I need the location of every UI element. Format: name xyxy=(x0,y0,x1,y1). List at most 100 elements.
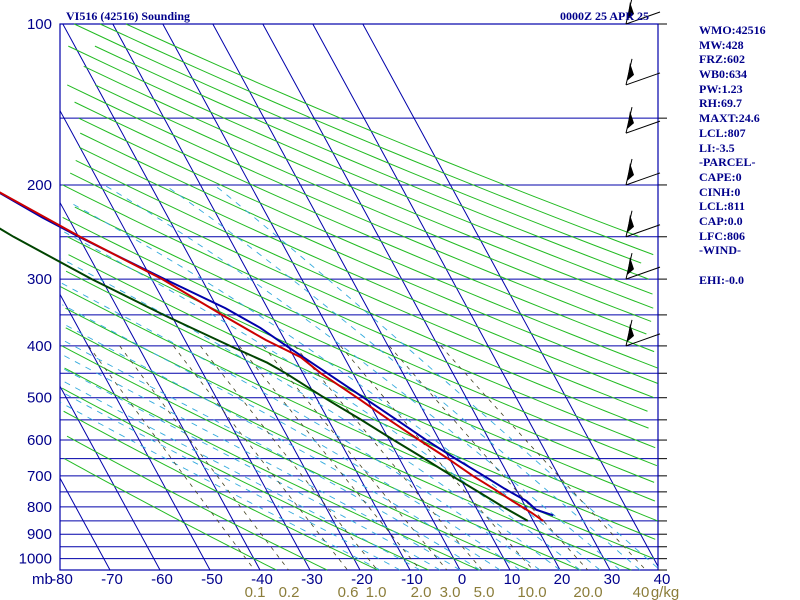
dry-adiabat xyxy=(83,65,654,309)
moist-adiabat xyxy=(62,339,481,571)
sounding-profiles xyxy=(0,191,554,522)
moist-adiabat xyxy=(64,231,581,571)
mixing-ratio-line xyxy=(440,345,647,571)
isotherm xyxy=(59,477,111,571)
stat-line: LCL:811 xyxy=(699,199,746,214)
dry-adiabat xyxy=(64,458,277,571)
mixing-ratio-label: 20.0 xyxy=(573,584,602,600)
stat-line: FRZ:602 xyxy=(699,52,745,67)
moist-adiabat xyxy=(61,258,561,571)
wind-barb-flag xyxy=(627,257,634,276)
dry-adiabat xyxy=(78,117,658,369)
isotherm xyxy=(59,294,211,571)
moist-adiabat xyxy=(61,367,441,571)
temperature-tick-label: -60 xyxy=(151,571,173,588)
temperature-tick-label: -10 xyxy=(401,571,423,588)
dry-adiabat xyxy=(66,435,328,571)
isotherm-grid xyxy=(59,23,659,571)
wind-barb-feather xyxy=(625,11,661,25)
mixing-ratio-line xyxy=(238,345,421,571)
stat-line: -WIND- xyxy=(699,243,741,258)
stat-line: -PARCEL- xyxy=(699,155,756,170)
pressure-tick-label: 600 xyxy=(27,432,52,449)
mixing-ratio-label: 0.2 xyxy=(279,584,300,600)
chart-title: VI516 (42516) Sounding xyxy=(66,9,191,23)
dry-adiabat xyxy=(65,270,656,540)
pressure-tick-label: 900 xyxy=(27,526,52,543)
dry-adiabat xyxy=(64,367,480,571)
wind-barb-feather xyxy=(625,333,661,347)
pressure-tick-label: 1000 xyxy=(19,551,52,568)
wind-barb-panel xyxy=(625,0,661,347)
wind-barb-feather xyxy=(625,120,661,134)
wind-barb-feather xyxy=(625,72,661,86)
stat-line: CAP:0.0 xyxy=(699,213,743,228)
dry-adiabat xyxy=(65,307,632,571)
stat-line: PW:1.23 xyxy=(699,81,743,96)
isotherm xyxy=(162,23,461,571)
moist-adiabat xyxy=(103,184,621,571)
dry-adiabat xyxy=(63,410,378,571)
temperature-tick-label: -20 xyxy=(351,571,373,588)
stat-line: EHI:-0.0 xyxy=(699,272,744,287)
mixing-ratio-line xyxy=(173,345,348,571)
stat-line: CAPE:0 xyxy=(699,169,742,184)
wind-barb-flag xyxy=(627,323,634,342)
isotherm xyxy=(212,23,511,571)
stat-line: MAXT:24.6 xyxy=(699,111,760,126)
temperature-tick-label: -30 xyxy=(301,571,323,588)
profile-line xyxy=(0,191,554,517)
mixing-ratio-line xyxy=(119,345,289,571)
dry-adiabat xyxy=(80,132,658,384)
stat-line: WMO:42516 xyxy=(699,23,766,37)
temperature-tick-label: 20 xyxy=(554,571,571,588)
isotherm xyxy=(312,23,611,571)
profile-line xyxy=(0,227,529,522)
moist-adiabat xyxy=(164,184,641,571)
dry-adiabat xyxy=(67,84,647,335)
mixing-ratio-label: g/kg xyxy=(651,584,679,600)
isotherm xyxy=(62,23,361,571)
isotherm xyxy=(59,110,311,571)
stat-line: LCL:807 xyxy=(699,125,746,140)
dry-adiabat xyxy=(62,216,655,483)
temperature-tick-label: -80 xyxy=(51,571,73,588)
pressure-unit-label: mb xyxy=(32,571,53,588)
stat-line: MW:428 xyxy=(699,37,744,52)
dry-adiabat xyxy=(62,184,656,449)
temperature-tick-label: -40 xyxy=(251,571,273,588)
temperature-tick-label: -70 xyxy=(101,571,123,588)
moist-adiabat xyxy=(214,184,658,569)
dry-adiabat xyxy=(69,172,649,429)
wind-barb-flag xyxy=(627,214,634,233)
isotherm xyxy=(59,386,161,571)
pressure-tick-label: 100 xyxy=(27,16,52,33)
isobar-grid xyxy=(59,23,667,571)
dry-adiabat xyxy=(74,101,655,353)
pressure-tick-label: 500 xyxy=(27,390,52,407)
chart-timestamp: 0000Z 25 APR 25 xyxy=(560,9,650,23)
mixing-ratio-label: 40 xyxy=(633,584,650,600)
dry-adiabat xyxy=(60,286,655,560)
wind-barb-feather xyxy=(625,266,661,280)
mixing-ratio-label: 5.0 xyxy=(474,584,495,600)
mixing-ratio-label: 2.0 xyxy=(411,584,432,600)
dry-adiabat xyxy=(94,84,652,322)
moist-adiabat xyxy=(68,201,601,571)
pressure-tick-label: 700 xyxy=(27,468,52,485)
temperature-tick-label: 40 xyxy=(654,571,671,588)
pressure-tick-label: 300 xyxy=(27,271,52,288)
mixing-ratio-line xyxy=(388,345,588,571)
wind-barb-feather xyxy=(625,224,661,238)
sounding-stats-panel: WMO:42516 MW:428 FRZ:602 WB0:634 PW:1.23 RH:6… xyxy=(699,23,766,287)
profile-line xyxy=(0,191,544,522)
wind-barb-feather xyxy=(625,172,661,186)
mixing-ratio-label: 1.0 xyxy=(366,584,387,600)
wind-barb-flag xyxy=(627,62,634,81)
mixing-ratio-lines xyxy=(88,345,647,571)
temperature-tick-label: -50 xyxy=(201,571,223,588)
mixing-ratio-label: 0.6 xyxy=(338,584,359,600)
plot-frame xyxy=(59,23,659,571)
